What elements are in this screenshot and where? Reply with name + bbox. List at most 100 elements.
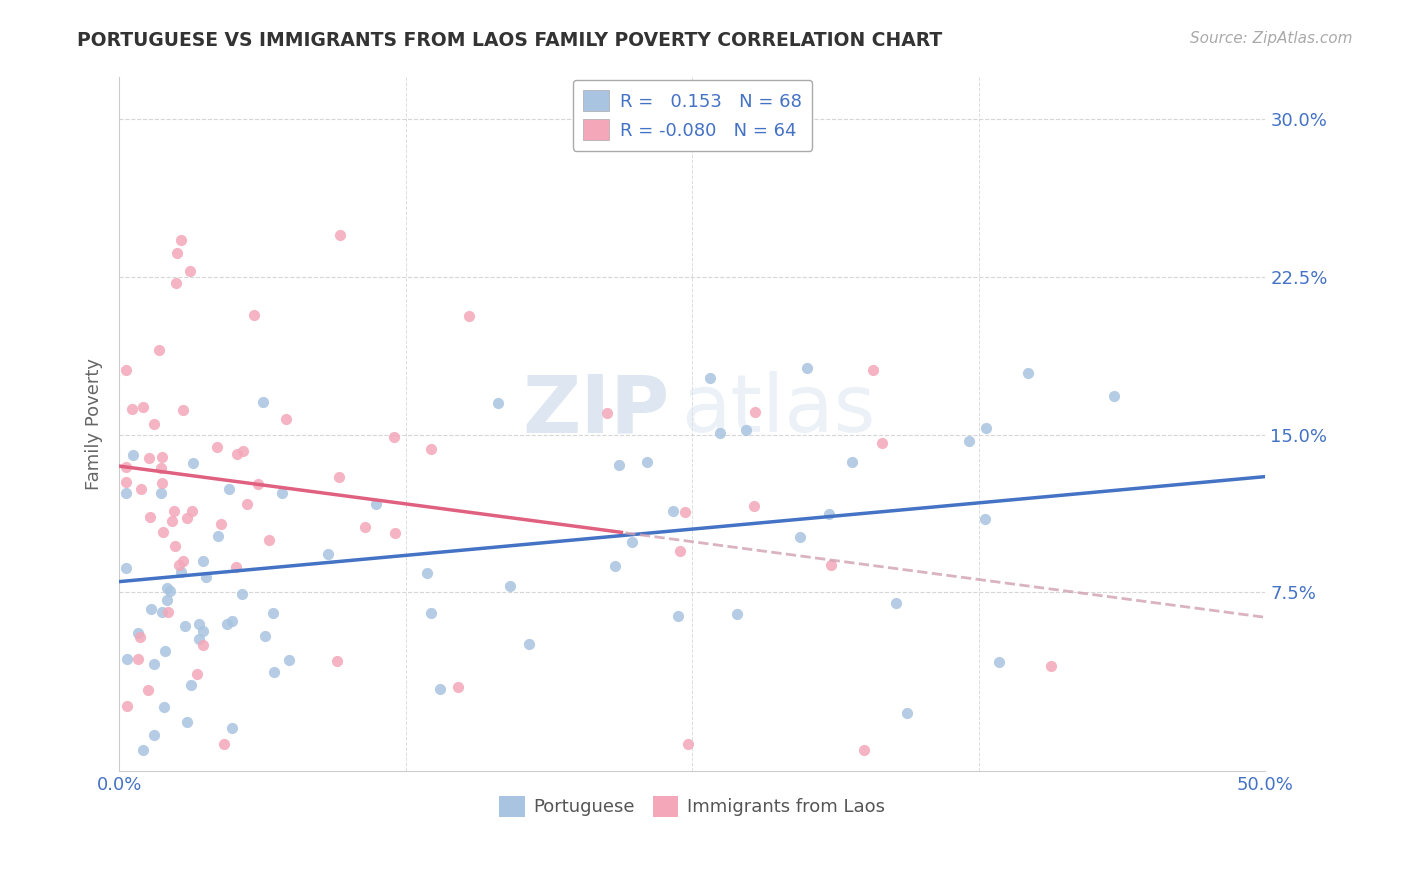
Point — [262, 607, 284, 621]
Point — [141, 601, 163, 615]
Point — [316, 548, 339, 562]
Point — [420, 606, 443, 620]
Point — [862, 363, 884, 377]
Point — [429, 681, 451, 696]
Point — [132, 401, 155, 415]
Point — [170, 233, 193, 247]
Point — [181, 504, 204, 518]
Point — [115, 460, 138, 475]
Point — [353, 519, 375, 533]
Point — [218, 482, 240, 496]
Point — [499, 579, 522, 593]
Point — [325, 654, 347, 668]
Point — [150, 460, 173, 475]
Point — [517, 637, 540, 651]
Point — [253, 629, 276, 643]
Point — [221, 721, 243, 735]
Legend: Portuguese, Immigrants from Laos: Portuguese, Immigrants from Laos — [492, 789, 893, 824]
Point — [156, 582, 179, 596]
Point — [235, 497, 257, 511]
Point — [212, 737, 235, 751]
Point — [974, 421, 997, 435]
Point — [115, 698, 138, 713]
Point — [188, 632, 211, 646]
Point — [115, 363, 138, 377]
Point — [136, 683, 159, 698]
Point — [207, 440, 229, 454]
Point — [607, 458, 630, 472]
Point — [115, 475, 138, 490]
Point — [149, 485, 172, 500]
Point — [143, 728, 166, 742]
Point — [676, 737, 699, 751]
Point — [1040, 658, 1063, 673]
Point — [115, 651, 138, 665]
Point — [270, 485, 292, 500]
Point — [160, 514, 183, 528]
Point — [129, 482, 152, 496]
Point — [870, 435, 893, 450]
Point — [973, 512, 995, 526]
Point — [139, 510, 162, 524]
Point — [263, 665, 285, 679]
Point — [163, 539, 186, 553]
Point — [181, 456, 204, 470]
Point — [382, 430, 405, 444]
Point — [193, 554, 215, 568]
Point — [132, 742, 155, 756]
Point — [415, 566, 437, 580]
Point — [155, 592, 177, 607]
Point — [987, 655, 1010, 669]
Point — [217, 617, 239, 632]
Point — [225, 560, 247, 574]
Point — [152, 605, 174, 619]
Point — [447, 680, 470, 694]
Point — [173, 619, 195, 633]
Point — [142, 417, 165, 431]
Point — [142, 657, 165, 672]
Point — [170, 565, 193, 579]
Point — [789, 529, 811, 543]
Point — [666, 609, 689, 624]
Point — [621, 534, 644, 549]
Point — [329, 228, 352, 243]
Point — [232, 444, 254, 458]
Point — [153, 644, 176, 658]
Point — [605, 558, 627, 573]
Point — [276, 411, 298, 425]
Point — [458, 309, 481, 323]
Point — [384, 525, 406, 540]
Point — [1017, 367, 1039, 381]
Point — [195, 570, 218, 584]
Point — [896, 706, 918, 720]
Point — [157, 605, 180, 619]
Point — [193, 638, 215, 652]
Point — [153, 700, 176, 714]
Point — [247, 477, 270, 491]
Point — [121, 402, 143, 417]
Point — [209, 517, 232, 532]
Point — [366, 497, 388, 511]
Point — [699, 371, 721, 385]
Point — [165, 276, 187, 290]
Point — [152, 525, 174, 540]
Point — [121, 449, 143, 463]
Y-axis label: Family Poverty: Family Poverty — [86, 358, 103, 490]
Point — [115, 561, 138, 575]
Point — [193, 624, 215, 638]
Text: atlas: atlas — [681, 371, 876, 450]
Text: Source: ZipAtlas.com: Source: ZipAtlas.com — [1189, 31, 1353, 46]
Point — [115, 486, 138, 500]
Point — [252, 395, 274, 409]
Point — [167, 558, 190, 573]
Point — [742, 499, 765, 513]
Point — [277, 653, 299, 667]
Point — [148, 343, 170, 357]
Point — [129, 630, 152, 644]
Point — [1102, 389, 1125, 403]
Point — [818, 507, 841, 521]
Point — [662, 504, 685, 518]
Point — [820, 558, 842, 573]
Point — [328, 470, 350, 484]
Point — [231, 587, 253, 601]
